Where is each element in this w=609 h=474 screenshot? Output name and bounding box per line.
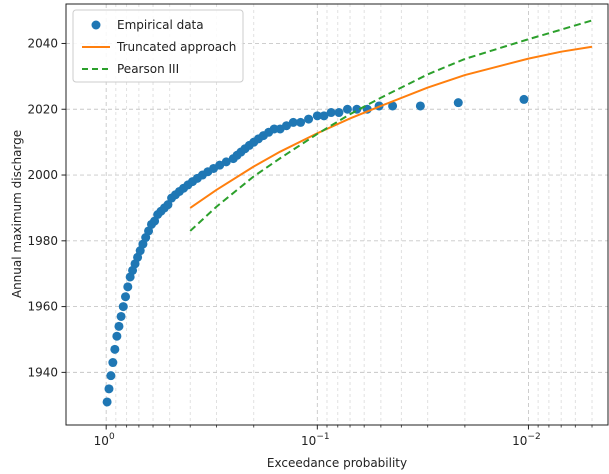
y-tick-label: 1940 — [27, 365, 58, 379]
empirical-data-point — [288, 117, 298, 127]
legend-label-truncated: Truncated approach — [116, 40, 236, 54]
axes-layer: 100 10−1 10−2 1940 1960 1980 2000 2020 2040 — [27, 36, 593, 448]
empirical-data-point — [519, 94, 529, 104]
x-axis-label: Exceedance probability — [267, 456, 407, 470]
empirical-data-point — [110, 344, 120, 354]
empirical-data-point — [102, 397, 112, 407]
pearson-iii-line — [189, 19, 593, 232]
empirical-data-point — [415, 101, 425, 111]
plot-frame — [65, 3, 609, 426]
major-grid — [66, 4, 608, 425]
x-tick-label: 100 — [94, 432, 115, 448]
empirical-data-point — [121, 292, 131, 302]
empirical-data-point — [453, 98, 463, 108]
empirical-data-point — [106, 371, 116, 381]
legend-label-empirical: Empirical data — [117, 18, 204, 32]
legend-label-pearson: Pearson III — [117, 62, 179, 76]
empirical-data-point — [116, 311, 126, 321]
empirical-data-point — [304, 114, 314, 124]
empirical-data-point — [104, 384, 114, 394]
empirical-data-point — [388, 101, 398, 111]
empirical-data-point — [296, 117, 306, 127]
empirical-data-point — [221, 157, 231, 167]
minor-grid — [115, 4, 593, 425]
y-axis-label: Annual maximum discharge — [10, 130, 24, 298]
legend-marker-empirical — [91, 20, 101, 30]
empirical-data-point — [114, 321, 124, 331]
y-tick-label: 1960 — [27, 300, 58, 314]
y-tick-label: 2000 — [27, 168, 58, 182]
x-tick-label: 10−2 — [512, 432, 541, 448]
x-tick-label: 10−1 — [301, 432, 330, 448]
y-tick-label: 2040 — [27, 36, 58, 50]
legend-box — [72, 9, 244, 83]
empirical-data-point — [326, 108, 336, 118]
empirical-data-point — [334, 108, 344, 118]
empirical-data-point — [118, 302, 128, 312]
empirical-data-point — [112, 331, 122, 341]
empirical-data-point — [163, 200, 173, 210]
empirical-data-point — [108, 358, 118, 368]
y-tick-label: 1980 — [27, 234, 58, 248]
empirical-data-point — [281, 121, 291, 131]
empirical-data-point — [312, 111, 322, 121]
empirical-data-point — [319, 111, 329, 121]
truncated-approach-line — [189, 45, 593, 209]
empirical-data-point — [123, 282, 133, 292]
y-tick-label: 2020 — [27, 102, 58, 116]
empirical-data-point — [342, 104, 352, 114]
series-layer — [102, 19, 593, 407]
legend: Empirical data Truncated approach Pearso… — [72, 9, 244, 83]
